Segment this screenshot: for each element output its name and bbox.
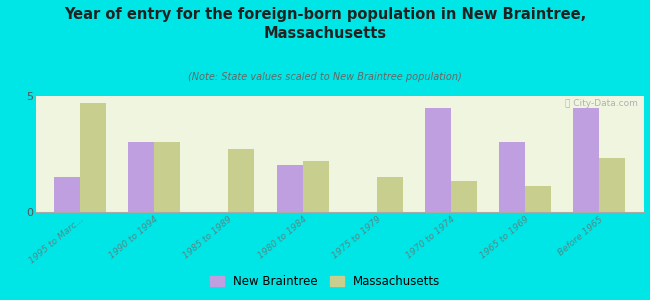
- Bar: [499, 142, 525, 212]
- Bar: [573, 108, 599, 212]
- Bar: [451, 182, 476, 212]
- Bar: [277, 165, 302, 212]
- Legend: New Braintree, Massachusetts: New Braintree, Massachusetts: [205, 270, 445, 292]
- Bar: [129, 142, 154, 212]
- Bar: [425, 108, 451, 212]
- Bar: [599, 158, 625, 212]
- Bar: [377, 177, 402, 212]
- Text: Ⓜ City-Data.com: Ⓜ City-Data.com: [565, 100, 638, 109]
- Bar: [154, 142, 180, 212]
- Bar: [228, 149, 254, 212]
- Text: (Note: State values scaled to New Braintree population): (Note: State values scaled to New Braint…: [188, 72, 462, 82]
- Bar: [80, 103, 106, 212]
- Bar: [55, 177, 80, 212]
- Text: Year of entry for the foreign-born population in New Braintree,
Massachusetts: Year of entry for the foreign-born popul…: [64, 8, 586, 41]
- Bar: [302, 161, 328, 212]
- Bar: [525, 186, 551, 212]
